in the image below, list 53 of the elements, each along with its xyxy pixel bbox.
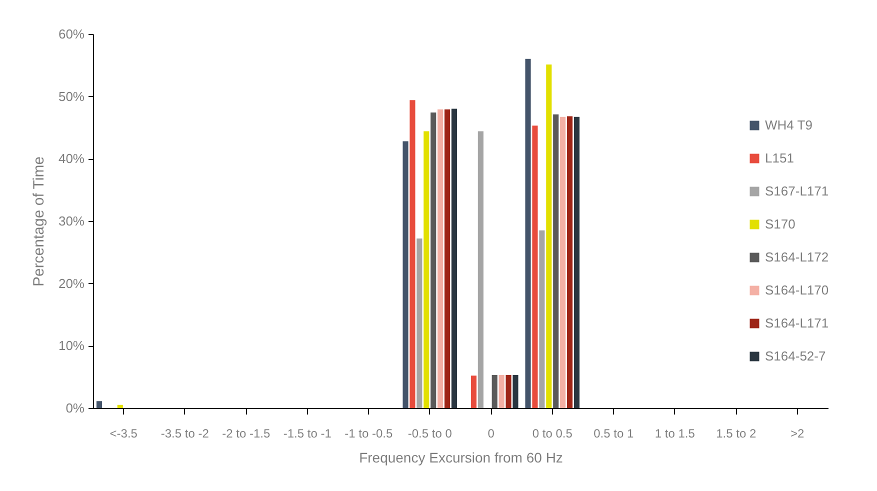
- bar: [492, 374, 498, 408]
- bar: [553, 114, 559, 408]
- x-tick-label: -3.5 to -2: [160, 426, 210, 440]
- legend-label: S164-L172: [765, 250, 829, 264]
- bar: [525, 58, 531, 408]
- x-tick-label: -1 to -0.5: [344, 426, 393, 440]
- legend-label: S167-L171: [765, 184, 829, 198]
- x-tick-label: <-3.5: [110, 426, 138, 440]
- x-tick-label: 1.5 to 2: [716, 426, 756, 440]
- bar: [416, 238, 422, 408]
- bar: [532, 126, 538, 408]
- y-tick-label: 30%: [58, 214, 85, 228]
- bar: [117, 404, 123, 408]
- bar: [512, 374, 518, 408]
- bar: [410, 100, 416, 408]
- y-tick-label: 10%: [58, 338, 85, 354]
- bar: [498, 374, 504, 408]
- x-tick-label: -0.5 to 0: [408, 426, 452, 440]
- y-tick-label: 0%: [66, 400, 85, 416]
- bar: [402, 141, 408, 408]
- bar: [574, 116, 580, 408]
- bar: [444, 109, 450, 408]
- legend-label: WH4 T9: [765, 118, 812, 132]
- bar: [478, 131, 484, 408]
- bar: [539, 230, 545, 408]
- legend-label: S164-L171: [765, 316, 829, 330]
- x-tick-label: 0.5 to 1: [594, 426, 634, 440]
- x-tick-label: 1 to 1.5: [654, 426, 696, 440]
- x-tick-label: >2: [790, 426, 805, 440]
- bar: [506, 374, 512, 408]
- y-tick-label: 40%: [58, 151, 85, 166]
- x-tick-label: 0 to 0.5: [532, 426, 573, 440]
- x-tick-label: 0: [488, 426, 495, 440]
- legend-label: L151: [765, 150, 794, 166]
- bar: [451, 108, 458, 408]
- x-tick-label: -1.5 to -1: [283, 426, 332, 440]
- x-tick-label: -2 to -1.5: [222, 426, 270, 440]
- legend-label: S164-52-7: [765, 348, 826, 364]
- bar: [96, 401, 102, 408]
- bar: [438, 109, 444, 408]
- y-tick-label: 60%: [58, 26, 85, 42]
- bar: [560, 116, 566, 408]
- bar: [430, 112, 436, 408]
- bar: [546, 64, 552, 408]
- y-tick-label: 20%: [58, 276, 85, 291]
- x-axis-title: Frequency Excursion from 60 Hz: [359, 450, 563, 466]
- legend-label: S164-L170: [765, 282, 829, 298]
- legend-label: S170: [765, 216, 796, 232]
- bar: [470, 376, 477, 408]
- bar: [424, 131, 430, 408]
- bar: [566, 116, 573, 408]
- y-axis-title: Percentage of Time: [30, 156, 48, 287]
- y-tick-label: 50%: [58, 88, 85, 104]
